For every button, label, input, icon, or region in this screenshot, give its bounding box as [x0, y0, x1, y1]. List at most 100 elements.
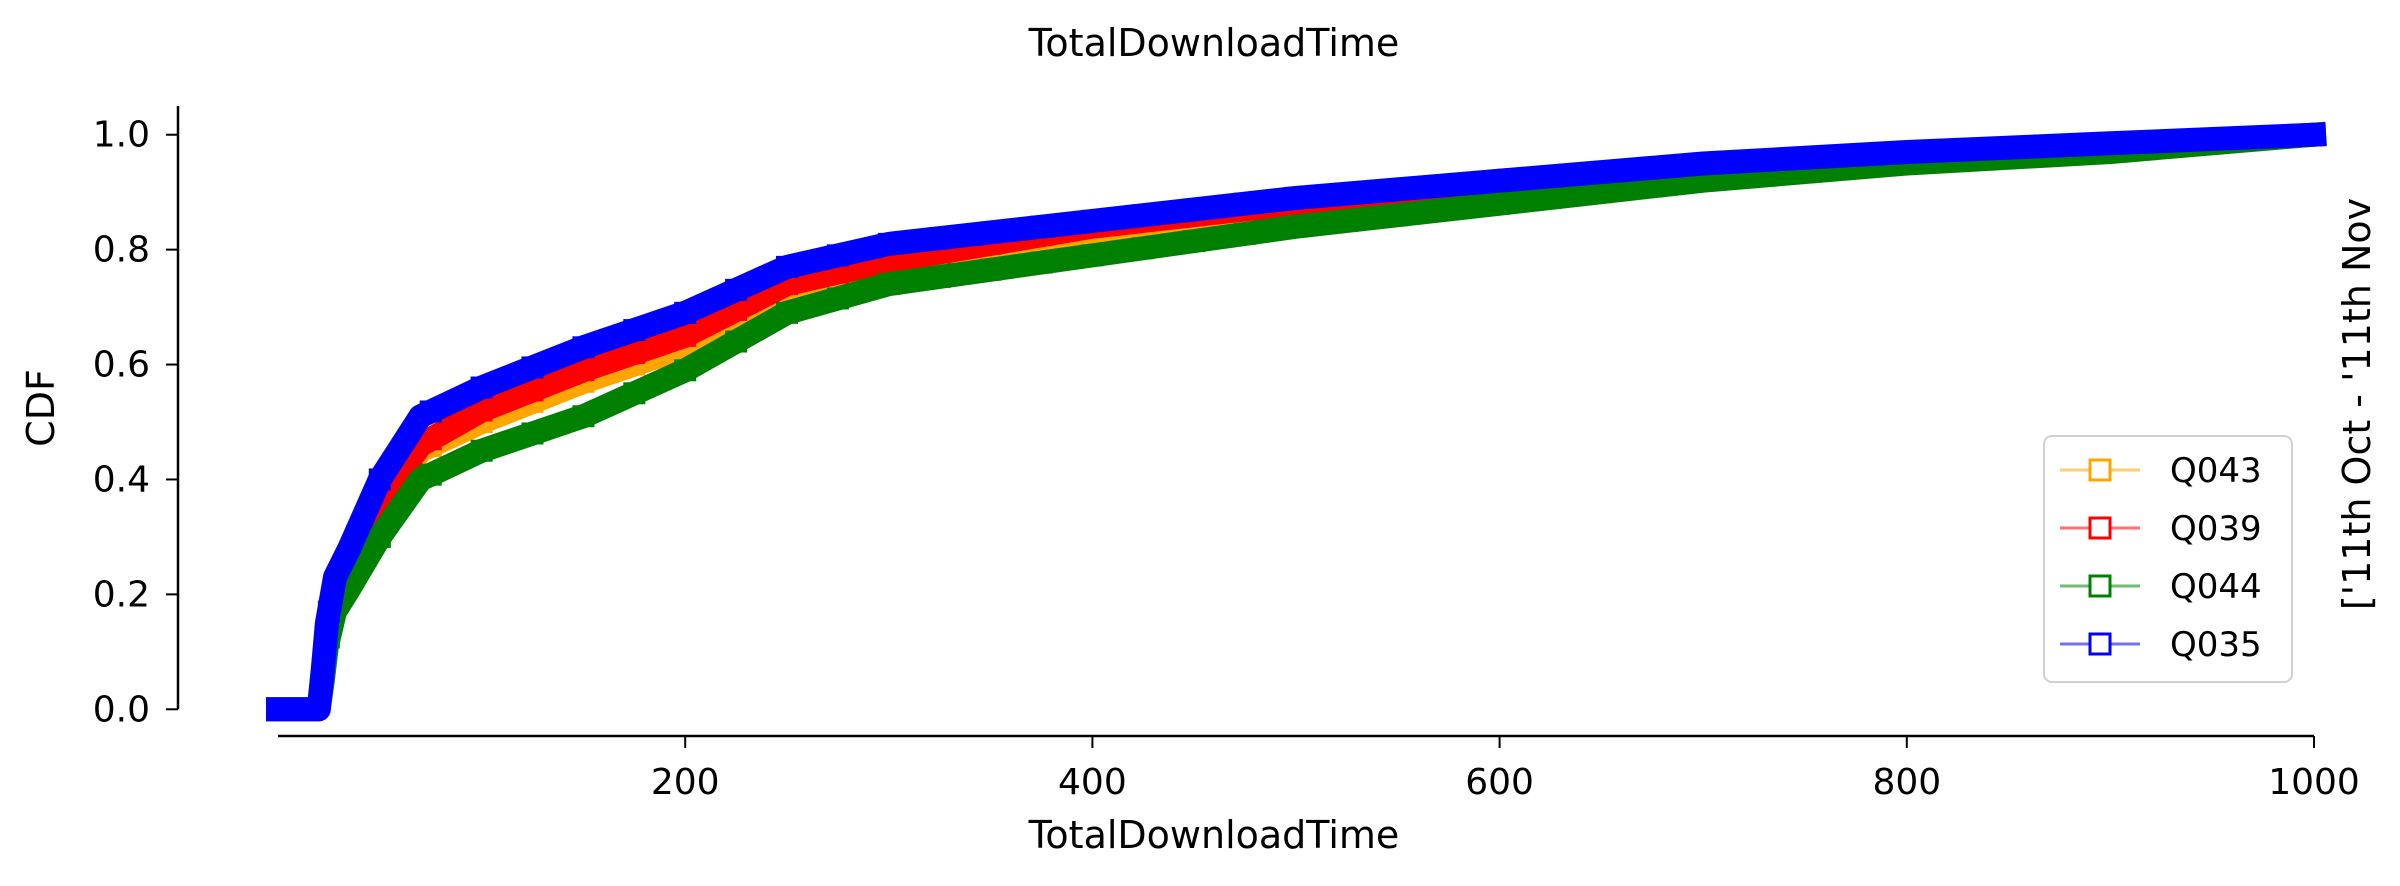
series-marker — [1386, 178, 1409, 201]
series-marker — [2252, 125, 2275, 148]
series-marker — [2150, 130, 2173, 153]
series-marker — [1590, 161, 1613, 184]
series-marker — [1030, 215, 1053, 238]
series-marker — [572, 405, 595, 428]
x-tick-label: 200 — [651, 762, 720, 803]
series-marker — [725, 330, 748, 353]
series-marker — [470, 376, 493, 399]
series-marker — [1183, 230, 1206, 253]
series-marker — [1081, 209, 1104, 232]
series-marker — [1183, 198, 1206, 221]
series-marker — [1285, 215, 1307, 238]
series-marker — [1234, 222, 1257, 245]
axes-layer: 200 400 600 800 1000 0.0 0.2 0.4 0.6 0.8 1.0 — [93, 106, 2360, 803]
series-marker — [521, 356, 544, 379]
legend: Q043 Q039 Q044 Q035 — [2043, 435, 2293, 683]
legend-box — [2043, 435, 2293, 683]
series-marker — [979, 221, 1002, 244]
series-marker — [419, 428, 442, 451]
series-marker — [1539, 186, 1562, 209]
series-marker — [674, 324, 697, 347]
legend-label-q043: Q043 — [2170, 451, 2262, 491]
x-tick-label: 600 — [1465, 762, 1534, 803]
series-marker — [725, 278, 748, 301]
series-marker — [1946, 138, 1969, 161]
series-marker — [2048, 134, 2071, 157]
x-tick-label: 800 — [1872, 762, 1941, 803]
legend-marker-q044 — [2088, 574, 2112, 598]
series-marker — [368, 525, 391, 548]
series-marker — [877, 232, 900, 255]
series-marker — [928, 227, 951, 250]
x-axis-label: TotalDownloadTime — [1028, 813, 1400, 857]
legend-label-q039: Q039 — [2170, 509, 2262, 549]
legend-marker-q039 — [2088, 516, 2112, 540]
series-marker — [1081, 244, 1104, 267]
right-axis-label: ['11th Oct - '11th Nov — [2335, 198, 2379, 610]
series-marker — [826, 244, 849, 267]
series-marker — [419, 400, 442, 423]
series-marker — [1488, 192, 1511, 215]
series-markers-q035 — [267, 123, 2325, 721]
series-marker — [1997, 136, 2020, 159]
series-marker — [1386, 204, 1409, 227]
series-marker — [877, 273, 900, 296]
y-tick-label: 1.0 — [93, 115, 150, 156]
series-marker — [2201, 128, 2224, 151]
series-marker — [267, 698, 289, 721]
series-marker — [1030, 251, 1053, 274]
series-marker — [1692, 152, 1715, 175]
series-marker — [1844, 143, 1867, 166]
series-marker — [674, 301, 697, 324]
y-tick-label: 0.0 — [93, 689, 150, 730]
series-marker — [1437, 174, 1460, 196]
series-marker — [623, 342, 646, 365]
series-marker — [1743, 149, 1766, 172]
y-axis-label: CDF — [19, 369, 63, 447]
series-marker — [928, 265, 951, 288]
legend-marker-q043 — [2088, 458, 2112, 482]
series-marker — [1895, 140, 1918, 163]
series-marker — [1488, 169, 1511, 192]
x-tick-label: 400 — [1058, 762, 1127, 803]
series-layer — [266, 121, 2327, 722]
series-marker — [623, 319, 646, 342]
series-marker — [1590, 181, 1613, 204]
series-marker — [2099, 132, 2122, 155]
series-marker — [521, 379, 544, 402]
series-marker — [572, 336, 595, 359]
legend-marker-q035 — [2088, 632, 2112, 656]
series-marker — [1437, 198, 1460, 221]
y-tick-label: 0.8 — [93, 230, 150, 271]
series-marker — [1794, 146, 1816, 169]
series-marker — [419, 463, 442, 486]
series-marker — [572, 359, 595, 382]
series-marker — [1539, 165, 1562, 188]
series-marker — [521, 422, 544, 445]
y-tick-label: 0.6 — [93, 345, 150, 386]
series-marker — [1132, 204, 1155, 227]
series-marker — [1335, 209, 1358, 232]
series-marker — [674, 359, 697, 382]
chart-title: TotalDownloadTime — [1028, 21, 1400, 65]
series-marker — [979, 258, 1002, 281]
y-tick-label: 0.4 — [93, 459, 150, 500]
series-marker — [776, 301, 798, 324]
legend-label-q035: Q035 — [2170, 625, 2262, 665]
series-marker — [1234, 192, 1257, 215]
series-marker — [2303, 123, 2325, 146]
series-marker — [317, 600, 340, 623]
series-marker — [623, 382, 646, 405]
series-marker — [776, 255, 798, 278]
series-marker — [368, 468, 391, 491]
series-marker — [1285, 186, 1307, 209]
y-tick-label: 0.2 — [93, 574, 150, 615]
legend-label-q044: Q044 — [2170, 567, 2262, 607]
series-marker — [470, 439, 493, 462]
series-marker — [1132, 237, 1155, 260]
series-marker — [826, 287, 849, 310]
series-marker — [1641, 156, 1664, 179]
